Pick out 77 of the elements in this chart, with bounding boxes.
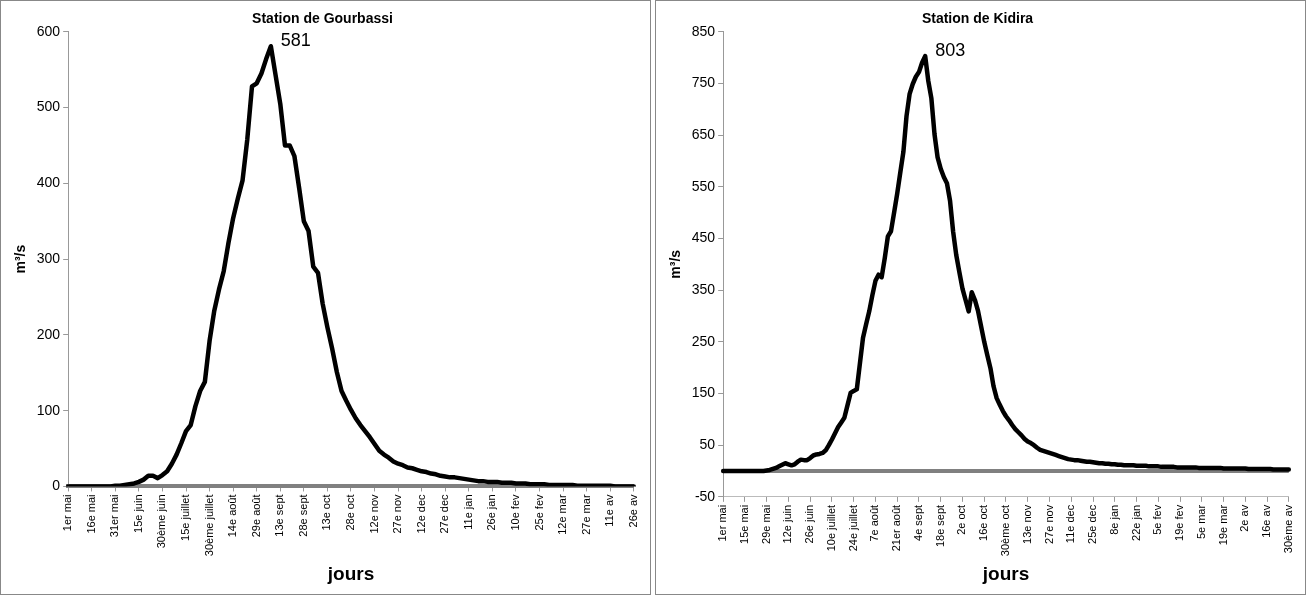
x-tick-label: 13e sept <box>273 494 286 537</box>
x-tick-label: 29e mai <box>759 504 772 544</box>
y-tick-label: 200 <box>36 325 61 342</box>
x-tick-label: 13e nov <box>1020 504 1033 544</box>
x-tick-label: 25e dec <box>1086 504 1099 544</box>
x-tick-label: 19e mar <box>1216 504 1229 546</box>
x-tick-label: 26e juin <box>803 504 816 544</box>
x-tick-label: 12e mar <box>556 494 569 535</box>
x-tick-label: 13e oct <box>320 494 333 531</box>
y-tick-label: 300 <box>36 249 61 266</box>
x-tick-label: 14e août <box>226 494 239 538</box>
y-tick-label: 400 <box>36 174 61 191</box>
x-tick-label: 19e fev <box>1173 504 1186 541</box>
x-tick-label: 21er août <box>890 504 903 552</box>
y-tick-label: 450 <box>691 229 716 246</box>
x-tick-label: 4e sept <box>911 504 924 541</box>
chart-title: Station de Gourbassi <box>252 10 393 27</box>
x-axis-title: jours <box>326 562 375 584</box>
x-tick-label: 25e fev <box>532 493 545 531</box>
x-tick-label: 30ème oct <box>999 504 1012 557</box>
y-tick-label: 500 <box>36 98 61 115</box>
x-tick-label: 12e dec <box>414 493 427 534</box>
chart-title: Station de Kidira <box>921 10 1034 27</box>
x-tick-label: 15e juin <box>131 494 144 533</box>
x-tick-label: 30ème juillet <box>202 494 215 557</box>
x-tick-label: 30ème juin <box>155 494 168 549</box>
x-tick-label: 2e oct <box>955 504 968 535</box>
x-tick-label: 1er mai <box>61 494 74 532</box>
y-tick-label: 600 <box>36 22 61 39</box>
y-tick-label: 0 <box>52 477 61 494</box>
y-tick-label: 100 <box>36 401 61 418</box>
x-tick-label: 16e av <box>1260 504 1273 538</box>
x-tick-label: 12e nov <box>367 493 380 534</box>
x-tick-label: 15e juillet <box>179 494 192 541</box>
x-tick-label: 24e juillet <box>846 504 859 552</box>
x-tick-label: 11e av <box>603 493 616 527</box>
y-axis-title: m³/s <box>667 249 684 279</box>
x-tick-label: 15e mai <box>737 504 750 544</box>
y-tick-label: 150 <box>691 384 716 401</box>
x-tick-label: 30ème av <box>1281 504 1294 554</box>
x-axis-title: jours <box>981 562 1030 584</box>
x-tick-label: 26e av <box>626 493 639 528</box>
x-tick-label: 29e août <box>249 494 262 538</box>
y-tick-label: -50 <box>694 487 716 504</box>
y-tick-label: 250 <box>691 332 716 349</box>
x-tick-label: 10e juillet <box>824 504 837 552</box>
x-tick-label: 28e sept <box>296 494 309 537</box>
x-tick-label: 11e dec <box>1064 504 1077 544</box>
x-tick-label: 5e fev <box>1151 504 1164 535</box>
x-tick-label: 12e juin <box>781 504 794 544</box>
y-tick-label: 50 <box>699 436 716 453</box>
text: 803 <box>935 40 966 61</box>
y-tick-label: 750 <box>691 74 716 91</box>
x-tick-label: 27e nov <box>1042 504 1055 544</box>
y-tick-label: 850 <box>691 22 716 39</box>
x-tick-label: 2e av <box>1238 504 1251 532</box>
text: 581 <box>280 30 311 51</box>
x-tick-label: 16e mai <box>84 494 97 534</box>
y-tick-label: 550 <box>691 177 716 194</box>
x-tick-label: 8e jan <box>1107 504 1120 535</box>
x-tick-label: 27e nov <box>391 493 404 534</box>
x-tick-label: 31er mai <box>108 494 121 538</box>
x-tick-label: 1er mai <box>716 504 729 542</box>
x-tick-label: 10e fev <box>508 493 521 531</box>
x-tick-label: 18e sept <box>933 504 946 548</box>
x-tick-label: 27e mar <box>579 494 592 535</box>
y-tick-label: 650 <box>691 126 716 142</box>
x-tick-label: 26e jan <box>485 494 498 531</box>
x-tick-label: 28e oct <box>344 494 357 531</box>
x-tick-label: 16e oct <box>977 504 990 541</box>
y-axis-title: m³/s <box>12 244 29 274</box>
x-tick-label: 22e jan <box>1129 504 1142 541</box>
y-tick-label: 350 <box>691 281 716 298</box>
x-tick-label: 7e août <box>868 504 881 542</box>
x-tick-label: 11e jan <box>461 494 474 530</box>
x-tick-label: 27e dec <box>438 493 451 534</box>
x-tick-label: 5e mar <box>1194 504 1207 540</box>
